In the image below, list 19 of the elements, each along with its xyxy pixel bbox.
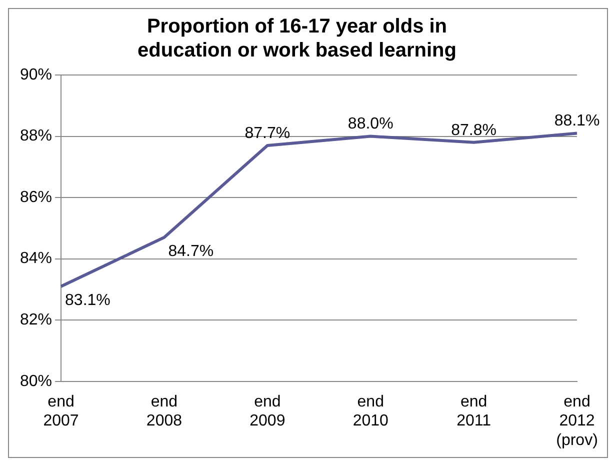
y-tick-label: 88% [20,128,52,145]
x-tick-label: end 2010 [352,393,389,430]
y-tick-label: 86% [20,188,52,206]
x-tick-label: end 2011 [456,393,492,430]
y-tick-label: 80% [20,372,52,390]
data-label: 84.7% [168,242,214,260]
data-label: 88.1% [554,112,600,130]
x-tick-label: end 2012 (prov) [556,393,598,449]
x-tick-label: end 2008 [146,393,182,430]
data-label: 87.8% [451,122,496,139]
x-tick-label: end 2007 [43,393,79,430]
data-label: 87.7% [244,124,290,142]
data-label: 83.1% [65,292,110,309]
x-tick-label: end 2009 [250,393,286,430]
data-label: 88.0% [348,116,394,133]
y-tick-label: 82% [20,312,52,329]
chart-title: Proportion of 16-17 year olds in education or work based learning [138,16,456,62]
y-tick-label: 90% [20,66,52,84]
y-tick-label: 84% [20,250,52,268]
